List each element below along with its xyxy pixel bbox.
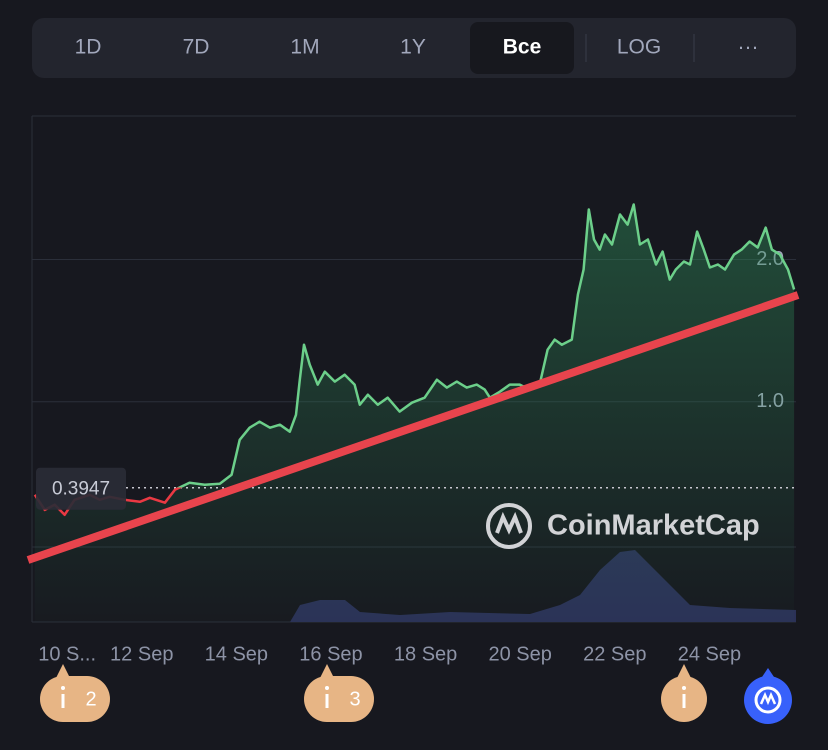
event-pill[interactable]	[40, 676, 110, 722]
x-tick-label: 16 Sep	[299, 643, 362, 665]
tab-button[interactable]: ···	[738, 36, 759, 59]
event-count: 2	[85, 688, 96, 710]
x-tick-label: 14 Sep	[205, 643, 268, 665]
watermark: CoinMarketCap	[486, 503, 760, 549]
event-marker[interactable]: 2	[40, 664, 110, 722]
event-count: 3	[349, 688, 360, 710]
tab-button[interactable]: 1D	[75, 36, 102, 59]
tab-button[interactable]: Все	[503, 36, 542, 59]
area-fill	[34, 204, 795, 622]
tab-selected-bg[interactable]	[470, 22, 574, 74]
watermark-logo	[486, 503, 532, 549]
watermark-text: CoinMarketCap	[547, 510, 760, 542]
tab-button[interactable]: LOG	[617, 36, 661, 59]
trend-line	[26, 291, 800, 564]
watermark-logo	[495, 511, 523, 535]
event-marker[interactable]	[661, 664, 707, 722]
info-icon	[682, 686, 686, 690]
tab-button[interactable]: 7D	[183, 36, 210, 59]
baseline-label-bg	[36, 467, 126, 510]
x-tick-label: 20 Sep	[489, 643, 552, 665]
info-icon	[61, 686, 65, 690]
price-line	[33, 203, 796, 517]
info-icon	[325, 686, 329, 690]
cmc-icon	[760, 668, 776, 680]
cmc-button[interactable]	[744, 668, 792, 724]
x-tick-label: 22 Sep	[583, 643, 646, 665]
tab-button[interactable]: 1Y	[400, 36, 426, 59]
event-pin	[319, 664, 335, 680]
tab-button[interactable]: 1M	[290, 36, 319, 59]
x-tick-label: 18 Sep	[394, 643, 457, 665]
x-tick-label: 24 Sep	[678, 643, 741, 665]
x-tick-label: 12 Sep	[110, 643, 173, 665]
event-pin	[676, 664, 692, 680]
event-pin	[55, 664, 71, 680]
event-marker[interactable]: 3	[304, 664, 374, 722]
cmc-icon	[754, 686, 782, 714]
event-pill[interactable]	[304, 676, 374, 722]
toolbar: 1D 7D 1M 1Y Все LOG ···	[32, 18, 796, 78]
toolbar-bg	[32, 18, 796, 78]
cmc-icon	[759, 691, 777, 706]
baseline-label: 0.3947	[52, 479, 110, 500]
x-tick-label: 10 S...	[38, 643, 96, 665]
